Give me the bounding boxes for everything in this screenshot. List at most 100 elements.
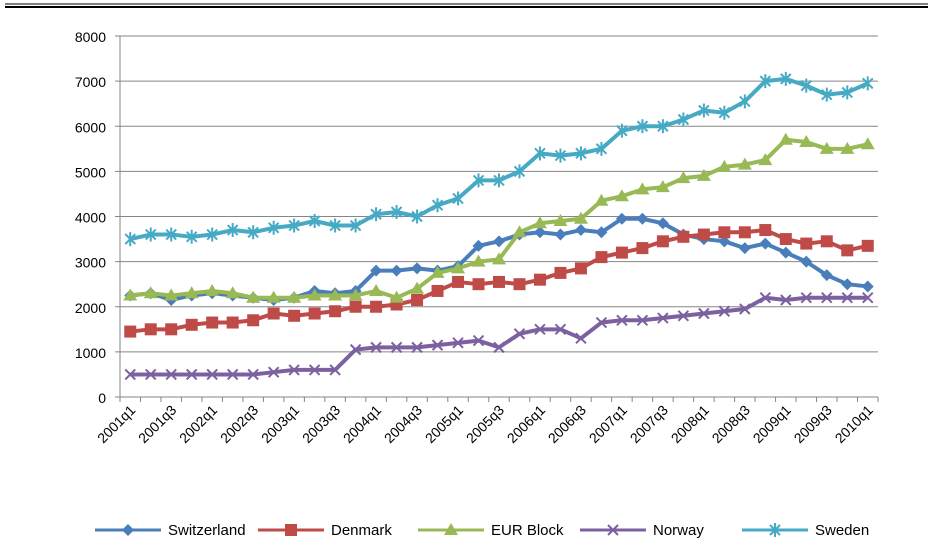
x-tick-label: 2007q1 [586,402,630,446]
marker [349,300,362,313]
marker [595,316,608,329]
marker [676,171,691,184]
marker [288,218,300,233]
marker [737,157,752,170]
marker [206,316,219,329]
marker [595,226,608,239]
marker [862,76,874,91]
marker [472,239,485,252]
marker [513,328,526,340]
marker [348,288,363,301]
marker [185,368,198,381]
marker [554,228,567,241]
x-tick-label: 2003q1 [258,402,302,446]
x-tick-label: 2007q3 [627,402,671,446]
marker [677,112,690,127]
marker [778,132,793,145]
marker [780,294,792,306]
legend-label: EUR Block [491,522,564,539]
marker [698,307,710,320]
legend-label: Norway [653,522,704,539]
marker [370,207,382,222]
marker [288,364,300,376]
series [124,224,874,338]
marker [329,364,341,376]
marker [370,300,383,313]
marker [739,303,751,315]
marker [677,230,690,243]
marker [656,235,669,248]
marker [329,218,341,233]
x-tick-label: 2009q1 [750,402,794,446]
x-tick-label: 2002q1 [176,402,220,446]
marker [614,189,629,202]
marker [800,237,813,250]
x-tick-label: 2003q3 [299,402,343,446]
marker [451,261,466,274]
marker [452,191,464,206]
marker [369,283,384,296]
marker [308,214,321,229]
marker [841,292,853,304]
marker [285,524,297,536]
y-tick-label: 8000 [75,29,106,45]
series [124,292,874,381]
marker [769,523,781,537]
marker [390,264,403,277]
marker [226,223,239,238]
marker [267,220,280,235]
marker [840,141,855,154]
marker [287,290,302,303]
x-tick-label: 2004q1 [340,402,384,446]
marker [636,119,649,134]
marker [124,325,137,338]
x-tick-label: 2004q3 [381,402,425,446]
marker [124,368,136,381]
marker [370,264,383,277]
marker [411,262,424,275]
marker [370,341,382,354]
marker [247,314,260,327]
marker [411,341,423,354]
marker [349,343,362,356]
marker [574,262,587,275]
marker [532,216,547,229]
marker [718,105,731,120]
marker [328,288,343,301]
marker [697,228,710,241]
marker [225,286,240,299]
marker [861,239,874,252]
marker [738,242,751,255]
marker [574,224,587,237]
marker [144,323,157,336]
marker [655,180,670,193]
marker [165,323,178,336]
marker [553,214,568,227]
marker [800,78,813,93]
marker [205,283,220,296]
x-tick-label: 2001q1 [94,402,138,446]
x-tick-label: 2008q3 [709,402,753,446]
marker [226,368,239,381]
marker [554,323,567,336]
marker [821,292,833,304]
marker [657,312,669,324]
x-tick-label: 2002q3 [217,402,261,446]
marker [267,307,280,320]
marker [780,71,792,86]
marker [184,286,199,299]
marker [493,173,505,188]
marker [575,146,587,161]
series-line [130,295,868,377]
series [124,71,874,247]
marker [594,193,609,206]
x-tick-label: 2005q3 [463,402,507,446]
marker [800,255,813,268]
marker [389,290,404,303]
marker [595,141,608,156]
marker [820,269,833,282]
marker [390,204,403,219]
marker [636,242,649,255]
